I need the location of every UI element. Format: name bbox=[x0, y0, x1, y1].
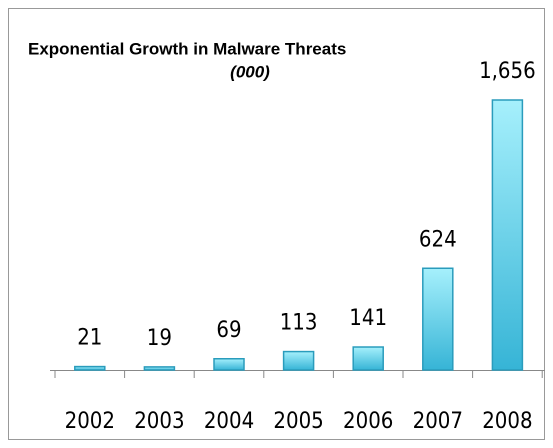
value-label: 1,656 bbox=[479, 59, 536, 84]
x-tick-label: 2005 bbox=[273, 409, 323, 434]
x-tick-label: 2003 bbox=[134, 409, 184, 434]
bar bbox=[491, 99, 524, 371]
bar bbox=[74, 365, 106, 371]
x-tick-label: 2007 bbox=[413, 409, 463, 434]
x-tick-label: 2008 bbox=[482, 409, 532, 434]
chart-subtitle: (000) bbox=[230, 62, 270, 81]
value-label: 141 bbox=[349, 306, 387, 331]
bar bbox=[213, 358, 245, 371]
frame bbox=[8, 8, 545, 440]
value-label: 113 bbox=[280, 311, 318, 336]
value-label: 21 bbox=[77, 326, 102, 351]
bar bbox=[352, 346, 384, 371]
chart-title: Exponential Growth in Malware Threats bbox=[28, 39, 346, 58]
value-label: 69 bbox=[216, 318, 241, 343]
bar bbox=[282, 350, 315, 371]
bar bbox=[422, 267, 454, 371]
x-tick-label: 2006 bbox=[343, 409, 393, 434]
value-label: 624 bbox=[419, 227, 457, 252]
value-label: 19 bbox=[147, 326, 172, 351]
x-tick-label: 2002 bbox=[65, 409, 115, 434]
x-tick-label: 2004 bbox=[204, 409, 254, 434]
bar bbox=[143, 366, 176, 371]
